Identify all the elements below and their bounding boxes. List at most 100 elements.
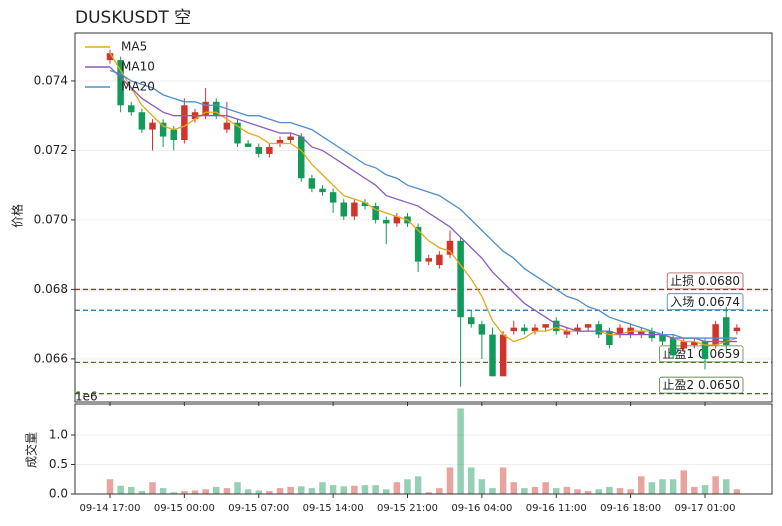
volume-bar: [202, 489, 209, 494]
volume-bar: [372, 485, 379, 494]
volume-bar: [563, 486, 571, 494]
volume-bar: [616, 488, 624, 494]
volume-bar: [468, 467, 475, 494]
volume-bar: [478, 479, 486, 494]
candle-body: [298, 136, 305, 179]
level-label: 入场 0.0674: [670, 295, 740, 309]
volume-axis-label: 成交量: [24, 432, 39, 468]
volume-bar: [425, 492, 432, 494]
x-tick-label: 09-15 14:00: [303, 503, 364, 514]
candle-body: [457, 240, 464, 318]
y-tick-label: 1.0: [49, 427, 68, 441]
x-tick-label: 09-17 01:00: [674, 503, 735, 514]
candle-body: [159, 122, 167, 137]
volume-bar: [393, 482, 401, 494]
y-tick-label: 0.5: [49, 457, 68, 471]
volume-bar: [680, 470, 687, 494]
volume-bar: [510, 482, 517, 494]
volume-bar: [361, 485, 369, 494]
volume-bar: [457, 408, 464, 494]
x-tick-label: 09-15 07:00: [228, 503, 289, 514]
volume-bar: [553, 488, 560, 494]
plot-frame: [74, 32, 773, 403]
level-label: 止损 0.0680: [670, 274, 740, 288]
volume-bar: [191, 490, 199, 494]
volume-bar: [499, 467, 507, 494]
x-tick-label: 09-15 21:00: [377, 503, 438, 514]
candle-body: [712, 324, 719, 346]
candle-body: [276, 140, 284, 144]
volume-bar: [691, 486, 698, 494]
volume-bar: [542, 482, 549, 494]
candle-body: [499, 334, 507, 377]
candle-body: [606, 331, 613, 346]
candle-body: [691, 341, 698, 346]
volume-bar: [170, 492, 177, 494]
candle-body: [244, 143, 252, 147]
candle-body: [669, 338, 677, 356]
candle-body: [414, 226, 422, 262]
volume-bar: [319, 482, 326, 494]
candle-body: [340, 202, 347, 217]
candle-body: [531, 327, 539, 332]
volume-bar: [733, 489, 741, 494]
level-label-box: [659, 376, 744, 394]
volume-bar: [255, 490, 262, 494]
candle-body: [117, 60, 124, 106]
y-tick-label: 0.072: [34, 143, 68, 157]
volume-bar: [659, 479, 666, 494]
candle-body: [574, 327, 581, 332]
volume-bar: [531, 486, 539, 494]
level-label-box: [659, 345, 744, 363]
volume-bar: [181, 491, 188, 494]
chart-title: DUSKUSDT 空: [75, 8, 191, 28]
volume-bar: [138, 491, 146, 494]
candle-body: [329, 192, 337, 203]
volume-bar: [436, 488, 443, 494]
candle-body: [563, 331, 571, 335]
volume-bar: [298, 486, 305, 494]
level-label: 止盈2 0.0650: [663, 378, 740, 392]
candle-body: [223, 122, 231, 130]
candle-body: [234, 122, 241, 144]
candle-body: [595, 324, 602, 335]
x-tick-label: 09-16 18:00: [600, 503, 661, 514]
volume-bar: [723, 479, 730, 494]
x-tick-label: 09-14 17:00: [79, 503, 140, 514]
ma-line: [109, 66, 737, 343]
candle-body: [308, 178, 316, 189]
y-tick-label: 0.070: [34, 212, 68, 226]
x-tick-label: 09-16 04:00: [451, 503, 512, 514]
candle-body: [383, 219, 390, 224]
candle-body: [468, 317, 475, 325]
volume-frame: [74, 403, 773, 495]
legend-label: MA5: [121, 40, 147, 54]
candle-body: [659, 334, 666, 342]
volume-bar: [574, 489, 581, 494]
candle-body: [351, 202, 358, 217]
y-tick-label: 0.066: [34, 351, 68, 365]
candle-body: [106, 53, 114, 61]
volume-bar: [404, 479, 411, 494]
candle-body: [287, 136, 294, 141]
candle-body: [638, 331, 645, 335]
candle-body: [425, 258, 432, 262]
volume-bar: [287, 486, 294, 494]
candle-body: [319, 188, 326, 193]
volume-bar: [446, 467, 454, 494]
legend-label: MA10: [121, 60, 155, 74]
y-axis-label: 价格: [10, 204, 25, 228]
volume-bar: [414, 476, 422, 494]
volume-bar: [223, 488, 231, 494]
candle-body: [255, 146, 262, 154]
volume-bar: [584, 491, 592, 494]
candle-body: [372, 206, 379, 220]
candle-body: [361, 202, 369, 207]
volume-bar: [329, 485, 337, 494]
volume-bar: [351, 485, 358, 494]
candle-body: [266, 146, 273, 154]
x-tick-label: 09-15 00:00: [154, 503, 215, 514]
candle-body: [446, 240, 454, 255]
volume-bar: [489, 488, 496, 494]
